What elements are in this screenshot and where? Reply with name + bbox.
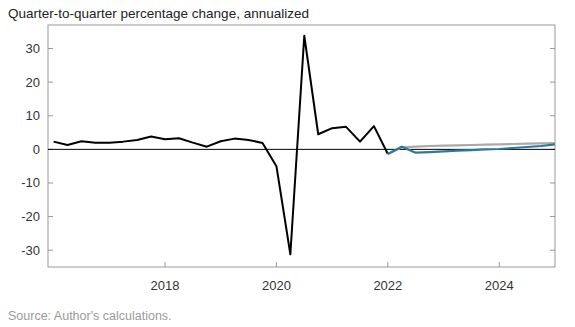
source-note: Source: Author's calculations. <box>8 309 172 323</box>
y-tick <box>550 82 555 83</box>
y-tick-label: -10 <box>21 175 40 190</box>
x-tick-label: 2024 <box>485 278 514 293</box>
x-tick <box>499 262 500 267</box>
x-tick-label: 2018 <box>151 278 180 293</box>
y-tick <box>550 115 555 116</box>
plot-frame <box>48 25 555 267</box>
line-series <box>54 36 388 254</box>
y-tick-label: -20 <box>21 209 40 224</box>
line-series <box>388 143 555 154</box>
y-tick-label: 0 <box>33 142 40 157</box>
y-tick <box>550 182 555 183</box>
y-tick <box>48 82 53 83</box>
y-tick <box>48 115 53 116</box>
x-tick-label: 2020 <box>262 278 291 293</box>
y-tick <box>48 216 53 217</box>
line-series <box>388 144 555 154</box>
title: Quarter-to-quarter percentage change, an… <box>8 6 309 21</box>
plot-lines <box>54 36 555 254</box>
y-tick <box>48 182 53 183</box>
y-tick <box>550 216 555 217</box>
x-tick <box>387 262 388 267</box>
x-tick-label: 2022 <box>373 278 402 293</box>
y-tick <box>550 48 555 49</box>
y-tick <box>48 48 53 49</box>
y-tick-label: -30 <box>21 243 40 258</box>
chart: Quarter-to-quarter percentage change, an… <box>0 0 575 327</box>
y-tick-label: 20 <box>26 75 40 90</box>
x-tick <box>276 262 277 267</box>
y-tick <box>550 250 555 251</box>
x-tick <box>165 262 166 267</box>
y-tick-label: 10 <box>26 108 40 123</box>
y-tick-label: 30 <box>26 41 40 56</box>
y-tick <box>48 250 53 251</box>
